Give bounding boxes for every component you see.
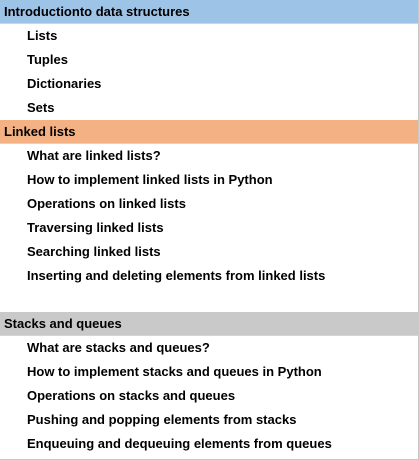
list-item[interactable]: Searching linked lists	[27, 244, 161, 259]
list-item[interactable]: Pushing and popping elements from stacks	[27, 412, 297, 427]
list-item[interactable]: How to implement stacks and queues in Py…	[27, 364, 322, 379]
list-item[interactable]: Dictionaries	[27, 76, 102, 91]
list-item[interactable]: Traversing linked lists	[27, 220, 164, 235]
list-item[interactable]: Sets	[27, 100, 55, 115]
list-item[interactable]: Tuples	[27, 52, 68, 67]
list-item[interactable]: Operations on stacks and queues	[27, 388, 236, 403]
list-item[interactable]: Operations on linked lists	[27, 196, 186, 211]
list-item[interactable]: What are linked lists?	[27, 148, 161, 163]
section-header-intro[interactable]: Introductionto data structures	[0, 0, 418, 24]
section-header-linked-lists[interactable]: Linked lists	[0, 120, 418, 144]
list-item[interactable]: Inserting and deleting elements from lin…	[27, 268, 326, 283]
list-item[interactable]: Enqueuing and dequeuing elements from qu…	[27, 436, 332, 451]
list-item[interactable]: How to implement linked lists in Python	[27, 172, 273, 187]
list-item[interactable]: Lists	[27, 28, 58, 43]
section-header-stacks-queues[interactable]: Stacks and queues	[0, 312, 418, 336]
empty-row[interactable]	[0, 288, 418, 312]
list-item[interactable]: What are stacks and queues?	[27, 340, 210, 355]
